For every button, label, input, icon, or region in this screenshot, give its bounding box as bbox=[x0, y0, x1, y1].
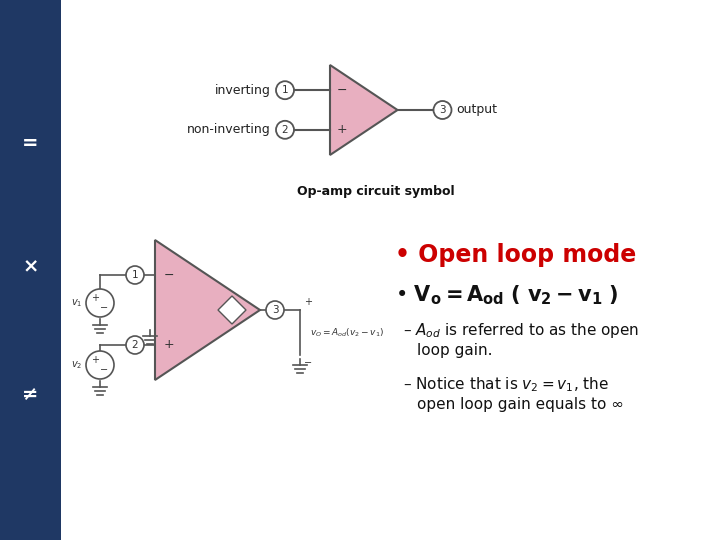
Text: inverting: inverting bbox=[215, 84, 271, 97]
Text: 3: 3 bbox=[439, 105, 446, 115]
Circle shape bbox=[276, 81, 294, 99]
Text: =: = bbox=[22, 133, 39, 153]
Polygon shape bbox=[330, 65, 397, 155]
Text: 3: 3 bbox=[271, 305, 279, 315]
Circle shape bbox=[86, 289, 114, 317]
Text: – $A_{od}$ is referred to as the open: – $A_{od}$ is referred to as the open bbox=[403, 321, 639, 340]
Text: • Open loop mode: • Open loop mode bbox=[395, 243, 636, 267]
Text: +: + bbox=[163, 339, 174, 352]
Text: 2: 2 bbox=[132, 340, 138, 350]
Text: −: − bbox=[100, 365, 108, 375]
Text: – Notice that is $v_2 = v_1$, the: – Notice that is $v_2 = v_1$, the bbox=[403, 376, 609, 394]
Text: $v_2$: $v_2$ bbox=[71, 359, 82, 371]
Text: +: + bbox=[337, 123, 347, 136]
Circle shape bbox=[433, 101, 451, 119]
Text: output: output bbox=[456, 104, 498, 117]
Text: ≠: ≠ bbox=[22, 384, 39, 404]
Text: 1: 1 bbox=[282, 85, 288, 95]
Text: +: + bbox=[91, 293, 99, 303]
Text: 2: 2 bbox=[282, 125, 288, 135]
Circle shape bbox=[126, 336, 144, 354]
Polygon shape bbox=[218, 296, 246, 324]
Circle shape bbox=[266, 301, 284, 319]
Text: • $\mathbf{V_o = A_{od}\ (\ v_2 - v_1\ )}$: • $\mathbf{V_o = A_{od}\ (\ v_2 - v_1\ )… bbox=[395, 283, 618, 307]
Circle shape bbox=[276, 121, 294, 139]
Text: +: + bbox=[304, 297, 312, 307]
Circle shape bbox=[86, 351, 114, 379]
Text: non-inverting: non-inverting bbox=[187, 123, 271, 136]
Text: loop gain.: loop gain. bbox=[417, 342, 492, 357]
Text: −: − bbox=[163, 268, 174, 281]
Text: −: − bbox=[304, 358, 312, 368]
Text: ×: × bbox=[22, 258, 39, 277]
Text: $v_1$: $v_1$ bbox=[71, 297, 82, 309]
Bar bbox=[0, 0, 61, 540]
Polygon shape bbox=[155, 240, 260, 380]
Circle shape bbox=[126, 266, 144, 284]
Text: −: − bbox=[337, 84, 347, 97]
Text: −: − bbox=[100, 303, 108, 313]
Text: +: + bbox=[91, 355, 99, 365]
Text: Op-amp circuit symbol: Op-amp circuit symbol bbox=[297, 185, 455, 198]
Text: $v_O = A_{od}(v_2 - v_1)$: $v_O = A_{od}(v_2 - v_1)$ bbox=[310, 326, 384, 339]
Text: 1: 1 bbox=[132, 270, 138, 280]
Text: open loop gain equals to ∞: open loop gain equals to ∞ bbox=[417, 397, 624, 413]
